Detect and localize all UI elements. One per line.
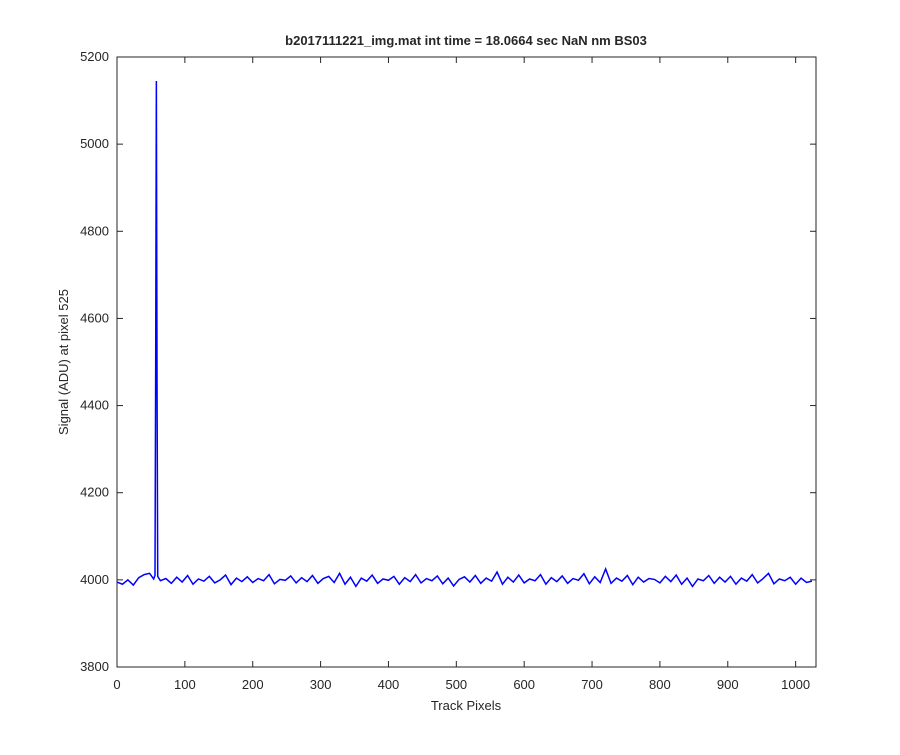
chart-title: b2017111221_img.mat int time = 18.0664 s… (285, 33, 647, 48)
y-tick-label: 5000 (80, 136, 109, 151)
y-tick-label: 5200 (80, 49, 109, 64)
y-tick-label: 3800 (80, 659, 109, 674)
x-tick-label: 200 (242, 677, 264, 692)
x-tick-label: 400 (378, 677, 400, 692)
x-tick-label: 900 (717, 677, 739, 692)
y-tick-label: 4800 (80, 223, 109, 238)
x-tick-label: 500 (445, 677, 467, 692)
y-tick-label: 4000 (80, 572, 109, 587)
y-axis-label: Signal (ADU) at pixel 525 (56, 289, 71, 435)
x-tick-label: 0 (113, 677, 120, 692)
y-tick-label: 4600 (80, 310, 109, 325)
y-tick-label: 4200 (80, 485, 109, 500)
y-tick-label: 4400 (80, 398, 109, 413)
x-tick-label: 300 (310, 677, 332, 692)
axes-box (116, 56, 817, 668)
x-tick-label: 1000 (781, 677, 810, 692)
x-tick-label: 700 (581, 677, 603, 692)
x-tick-label: 100 (174, 677, 196, 692)
x-axis-label: Track Pixels (431, 698, 502, 713)
x-tick-label: 600 (513, 677, 535, 692)
data-line (116, 80, 813, 588)
x-tick-label: 800 (649, 677, 671, 692)
